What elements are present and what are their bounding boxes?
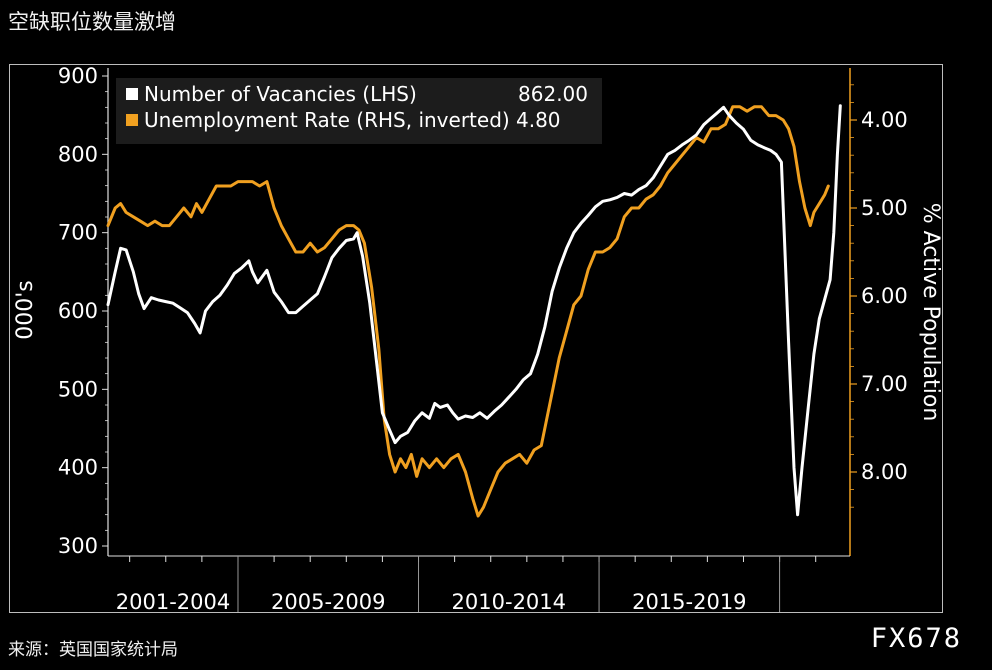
legend-swatch-unemployment — [126, 114, 138, 126]
right-axis-tick-label: 6.00 — [861, 284, 908, 308]
legend-swatch-vacancies — [126, 88, 138, 100]
chart-frame — [9, 64, 943, 613]
right-axis-tick-label: 4.00 — [861, 108, 908, 132]
left-axis-tick-label: 400 — [58, 456, 98, 480]
left-axis-tick-label: 700 — [58, 221, 98, 245]
legend-label-vacancies: Number of Vacancies (LHS) — [144, 82, 417, 106]
right-axis-tick-label: 5.00 — [861, 196, 908, 220]
right-axis-tick-label: 8.00 — [861, 460, 908, 484]
page-title: 空缺职位数量激增 — [8, 10, 176, 34]
legend: Number of Vacancies (LHS) 862.00 Unemplo… — [116, 78, 602, 144]
right-axis-label: % Active Population — [918, 203, 943, 422]
left-axis-tick-label: 500 — [58, 377, 98, 401]
source-note: 来源：英国国家统计局 — [8, 640, 178, 660]
legend-value-unemployment: 4.80 — [516, 108, 561, 132]
left-axis-tick-label: 800 — [58, 142, 98, 166]
left-axis-label: 000's — [13, 280, 38, 340]
x-axis-group-label: 2010-2014 — [452, 590, 566, 614]
series-line-vacancies — [106, 104, 842, 517]
x-axis-group-label: 2005-2009 — [271, 590, 385, 614]
left-axis-tick-label: 600 — [58, 299, 98, 323]
right-axis-tick-label: 7.00 — [861, 372, 908, 396]
series-layer — [106, 104, 842, 518]
left-axis-tick-label: 900 — [58, 64, 98, 88]
left-axis-tick-label: 300 — [58, 534, 98, 558]
x-axis-group-label: 2001-2004 — [116, 590, 230, 614]
legend-value-vacancies: 862.00 — [518, 82, 588, 106]
series-line-unemployment — [106, 105, 830, 518]
x-axis-group-label: 2015-2019 — [632, 590, 746, 614]
legend-background — [116, 78, 602, 144]
legend-label-unemployment: Unemployment Rate (RHS, inverted) — [144, 108, 510, 132]
axes-layer: 300 400 500 600 700 800 900 4.00 5.00 6.00 7.00 8.0… — [58, 64, 908, 614]
watermark: FX678 — [870, 623, 962, 654]
